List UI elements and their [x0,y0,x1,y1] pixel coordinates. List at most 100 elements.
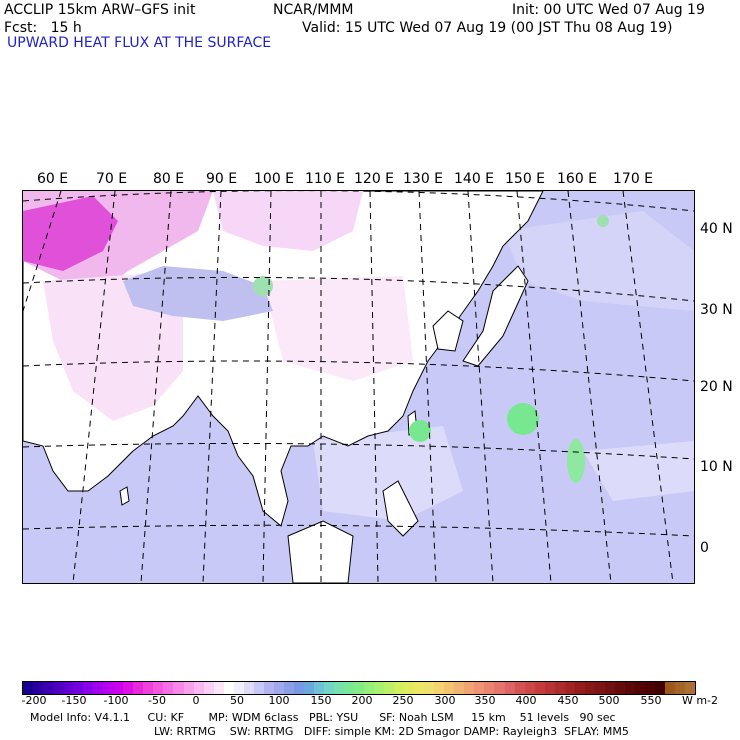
graticule [23,191,694,583]
lon-label-170e: 170 E [613,171,654,187]
colorbar-swatch [243,682,254,694]
colorbar-tick: 550 [640,694,662,707]
colorbar-swatch [223,682,234,694]
ocean-patch [313,426,463,521]
colorbar-swatch [73,682,84,694]
colorbar-swatch [374,682,385,694]
model-title: ACCLIP 15km ARW–GFS init [4,2,196,18]
colorbar-swatch [43,682,54,694]
colorbar-swatch [354,682,365,694]
init-time: Init: 00 UTC Wed 07 Aug 19 [512,2,705,18]
colorbar-swatch [574,682,585,694]
colorbar-tick: 300 [434,694,456,707]
colorbar-swatch [103,682,114,694]
colorbar-swatch [183,682,194,694]
colorbar-swatch [123,682,134,694]
colorbar-swatch [604,682,615,694]
colorbar-tick: 0 [192,694,200,707]
colorbar-swatch [524,682,535,694]
colorbar-swatch [624,682,635,694]
colorbar-swatch [283,682,294,694]
korea [432,310,464,352]
colorbar-swatch [404,682,415,694]
lon-label-90e: 90 E [206,171,238,187]
colorbar-swatch [474,682,485,694]
colorbar-swatch [63,682,74,694]
colorbar-swatch [33,682,44,694]
colorbar-swatch [253,682,264,694]
colorbar-swatch [293,682,304,694]
typhoon-west [409,420,431,442]
typhoon-center [507,403,539,435]
colorbar-swatch [675,682,686,694]
colorbar-swatch [83,682,94,694]
field-title: UPWARD HEAT FLUX AT THE SURFACE [7,35,272,51]
colorbar-swatch [384,682,395,694]
colorbar-tick: 250 [392,694,414,707]
colorbar-swatch [584,682,595,694]
colorbar-swatch [514,682,525,694]
lon-label-150e: 150 E [505,171,546,187]
valid-time: Valid: 15 UTC Wed 07 Aug 19 (00 JST Thu … [302,20,673,36]
ocean-patch [583,441,694,501]
lon-label-100e: 100 E [254,171,295,187]
lat-label-30n: 30 N [700,302,733,318]
colorbar-swatch [564,682,575,694]
colorbar-swatch [193,682,204,694]
colorbar-swatch [454,682,465,694]
colorbar-swatch [93,682,104,694]
japan [462,265,529,367]
lat-label-0: 0 [700,540,709,556]
colorbar-swatch [594,682,605,694]
colorbar-swatch [313,682,324,694]
colorbar-tick: 500 [598,694,620,707]
colorbar-swatch [344,682,355,694]
lon-label-140e: 140 E [454,171,495,187]
colorbar-swatch [444,682,455,694]
heat-flux-map [23,191,694,583]
colorbar-swatch [484,682,495,694]
sri-lanka [119,486,130,506]
colorbar-tick: 100 [268,694,290,707]
land-warm-spot [253,276,273,296]
colorbar-swatch [554,682,565,694]
colorbar-tick: -200 [21,694,47,707]
colorbar-swatch [534,682,545,694]
lat-label-10n: 10 N [700,459,733,475]
typhoon-east [567,439,585,483]
colorbar-swatch [614,682,625,694]
colorbar-swatch [333,682,344,694]
colorbar-tick: 50 [230,694,244,707]
colorbar-tick: 200 [351,694,373,707]
colorbar-swatch [163,682,174,694]
organization-label: NCAR/MMM [273,2,354,18]
colorbar-tick: 400 [515,694,537,707]
colorbar [22,681,696,695]
colorbar-swatch [544,682,555,694]
colorbar-swatch [173,682,184,694]
lon-label-80e: 80 E [153,171,185,187]
ocean-patch [503,211,694,311]
colorbar-swatch [634,682,645,694]
colorbar-swatch [133,682,144,694]
mongolia-pink [213,191,363,251]
north-pacific-spot [597,215,609,227]
colorbar-swatch [464,682,475,694]
colorbar-swatch [303,682,314,694]
lon-label-110e: 110 E [305,171,346,187]
model-info-line1: Model Info: V4.1.1 CU: KF MP: WDM 6class… [30,711,616,724]
colorbar-tick: 450 [557,694,579,707]
lon-label-130e: 130 E [403,171,444,187]
colorbar-tick: -100 [103,694,129,707]
colorbar-tick: 350 [474,694,496,707]
colorbar-swatch [263,682,274,694]
forecast-hour: Fcst: 15 h [4,20,82,36]
china-pink [263,276,413,381]
lon-label-120e: 120 E [354,171,395,187]
lon-label-160e: 160 E [557,171,598,187]
colorbar-swatch [424,682,435,694]
colorbar-swatch [203,682,214,694]
colorbar-swatch [113,682,124,694]
colorbar-swatch [53,682,64,694]
colorbar-swatch [644,682,655,694]
